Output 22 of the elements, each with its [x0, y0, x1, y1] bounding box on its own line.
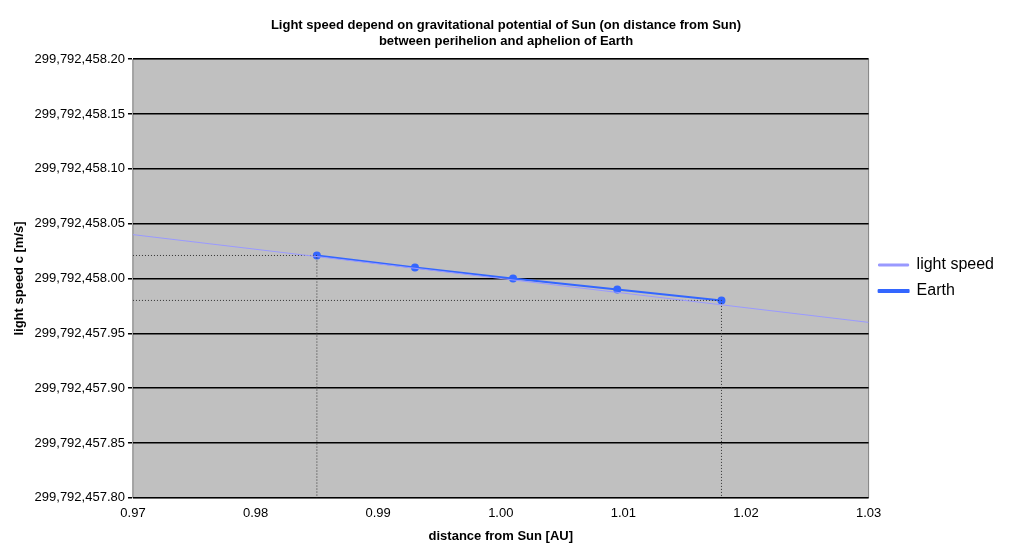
y-tick-label: 299,792,458.00 [34, 270, 125, 286]
legend-label: light speed [916, 255, 994, 273]
y-tick-label: 299,792,458.10 [34, 160, 125, 176]
y-axis-title: light speed c [m/s] [11, 221, 27, 336]
x-tick-label: 0.99 [365, 505, 391, 521]
y-tick-label: 299,792,458.20 [34, 50, 125, 66]
y-tick-label: 299,792,457.80 [34, 489, 125, 505]
x-tick-label: 1.00 [488, 505, 514, 521]
x-axis-title: distance from Sun [AU] [428, 527, 574, 543]
y-tick-label: 299,792,457.85 [34, 434, 125, 450]
text: Light speed depend on gravitational potential of Sun (on distance from Sun) [270, 17, 742, 33]
text: between perihelion and aphelion of Earth [378, 32, 634, 48]
legend-label: Earth [916, 281, 955, 299]
y-tick-label: 299,792,458.05 [34, 215, 125, 231]
x-tick-label: 1.01 [610, 505, 637, 521]
x-tick-label: 0.98 [242, 505, 269, 521]
x-tick-label: 0.97 [120, 505, 146, 521]
y-tick-label: 299,792,458.15 [34, 105, 125, 121]
y-tick-label: 299,792,457.90 [34, 379, 125, 395]
y-tick-label: 299,792,457.95 [34, 324, 125, 340]
x-tick-label: 1.03 [855, 505, 882, 521]
x-tick-label: 1.02 [733, 505, 759, 521]
